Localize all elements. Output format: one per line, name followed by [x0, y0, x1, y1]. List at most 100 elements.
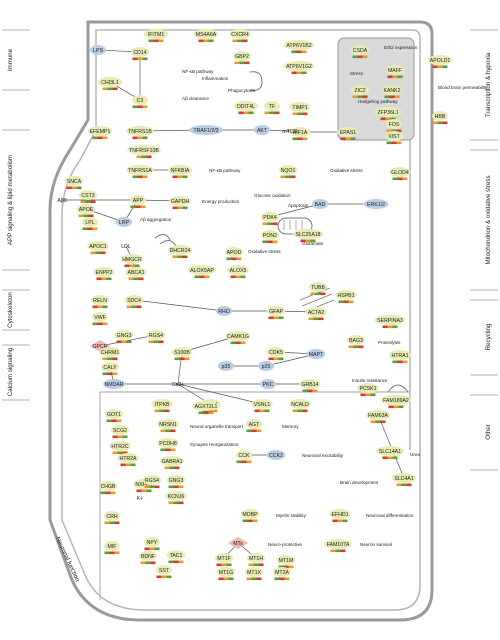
node-shape — [374, 315, 406, 325]
expression-bar-segment — [136, 155, 142, 159]
expression-bar-segment — [158, 340, 164, 344]
node-label: GNG3 — [117, 333, 132, 339]
note-insulin: Insulin resistance — [352, 378, 388, 383]
node-label: AKT — [257, 128, 268, 134]
expression-bar-segment — [128, 277, 134, 281]
expression-bar-segment — [216, 563, 222, 567]
node-label: CCK — [239, 453, 250, 459]
node-scg2: SCG2 — [110, 425, 130, 439]
node-label: CD14 — [133, 50, 146, 56]
expression-bar-segment — [302, 137, 308, 141]
expression-bar-segment — [102, 322, 108, 326]
node-shape — [104, 409, 124, 419]
expression-bar-segment — [198, 39, 204, 43]
node-label: PKC — [263, 382, 274, 388]
node-snca: SNCA — [64, 176, 84, 190]
right-side-labels — [470, 29, 498, 471]
node-label: SCG2 — [113, 428, 127, 434]
expression-bar-segment — [120, 463, 126, 467]
expression-bar-segment — [112, 87, 118, 91]
expression-bar-segment — [178, 485, 184, 489]
node-pkc: PKC — [260, 379, 276, 389]
expression-bar-segment — [392, 177, 398, 181]
expression-bar-segment — [173, 485, 179, 489]
expression-bar-segment — [199, 275, 205, 279]
node-shape — [110, 425, 130, 435]
pathway-notes: Erb2 expression Stress Hedgehog pathway … — [140, 45, 488, 547]
expression-bar-segment — [352, 95, 358, 99]
expression-bar-segment — [382, 456, 388, 460]
expression-bar-segment — [242, 39, 248, 43]
node-nmdar: NMDAR — [103, 379, 125, 389]
node-hif1a: HIF1A — [289, 127, 311, 141]
expression-bar-segment — [92, 305, 98, 309]
expression-bar-segment — [387, 456, 393, 460]
node-rho: RHO — [216, 306, 232, 316]
expression-bar-segment — [297, 112, 303, 116]
note-proteolysis: Proteolysis — [378, 340, 401, 345]
node-shape — [346, 335, 366, 345]
node-lrp: LRP — [116, 217, 132, 227]
node-shape — [114, 330, 134, 340]
expression-bar-segment — [357, 95, 363, 99]
node-shape — [87, 241, 109, 251]
expression-bar-segment — [177, 175, 183, 179]
node-shape — [306, 349, 326, 359]
node-shape — [391, 473, 417, 483]
node-maff: MAFF — [385, 65, 405, 79]
node-shape — [218, 361, 234, 371]
expression-bar-segment — [174, 466, 180, 470]
node-label: TIMP1 — [292, 105, 307, 111]
expression-bar-segment — [301, 71, 307, 75]
expression-bar-segment — [112, 435, 118, 439]
node-shape — [278, 165, 298, 175]
node-shape — [312, 199, 328, 209]
node-shape — [258, 361, 274, 371]
expression-bar-segment — [179, 357, 185, 361]
expression-bar-segment — [392, 360, 398, 364]
note-brain-dev: Brain development — [340, 480, 379, 485]
expression-bar-segment — [87, 227, 93, 231]
node-shape — [130, 47, 150, 57]
expression-bar-segment — [223, 577, 229, 581]
expression-bar-segment — [112, 372, 118, 376]
side-label-cytoskeleton: Cytoskeleton — [7, 292, 14, 328]
expression-bar-segment — [262, 222, 268, 226]
node-shape — [117, 453, 139, 463]
expression-bar-segment — [387, 325, 393, 329]
expression-bar-segment — [146, 155, 152, 159]
expression-bar-segment — [240, 275, 246, 279]
node-label: TNFRS1B — [128, 129, 152, 135]
node-shape — [171, 347, 193, 357]
node-mt1f: MT1F — [214, 553, 234, 567]
node-lpl: LPL — [82, 217, 98, 231]
expression-bar-segment — [246, 429, 252, 433]
expression-bar-segment — [148, 39, 154, 43]
expression-bar-segment — [246, 577, 252, 581]
node-shape — [99, 347, 121, 357]
expression-bar-segment — [442, 121, 448, 125]
edge-SDC4-RHO — [133, 299, 225, 313]
expression-bar-segment — [204, 275, 210, 279]
expression-bar-segment — [398, 405, 404, 409]
node-cd14: CD14 — [130, 47, 150, 61]
node-label: TRAF1/2/3 — [193, 128, 218, 134]
expression-bar-segment — [380, 117, 386, 121]
node-timp1: TIMP1 — [289, 102, 311, 116]
node-label: HTRA1 — [391, 353, 408, 359]
node-label: MT1M — [279, 558, 294, 564]
expression-bar-segment — [114, 521, 120, 525]
expression-bar-segment — [116, 340, 122, 344]
outer-cell-frame — [48, 20, 434, 622]
expression-bar-segment — [307, 389, 313, 393]
expression-bar-segment — [83, 214, 89, 218]
expression-bar-segment — [138, 277, 144, 281]
expression-bar-segment — [173, 501, 179, 505]
expression-bar-segment — [165, 448, 171, 452]
edge-Ca-VSNL1 — [177, 383, 263, 405]
node-label: APP — [133, 198, 144, 204]
node-shape — [324, 539, 352, 549]
node-shape — [104, 541, 120, 551]
node-shape — [374, 107, 402, 117]
node-dhcr24: DHCR24 — [167, 245, 193, 259]
